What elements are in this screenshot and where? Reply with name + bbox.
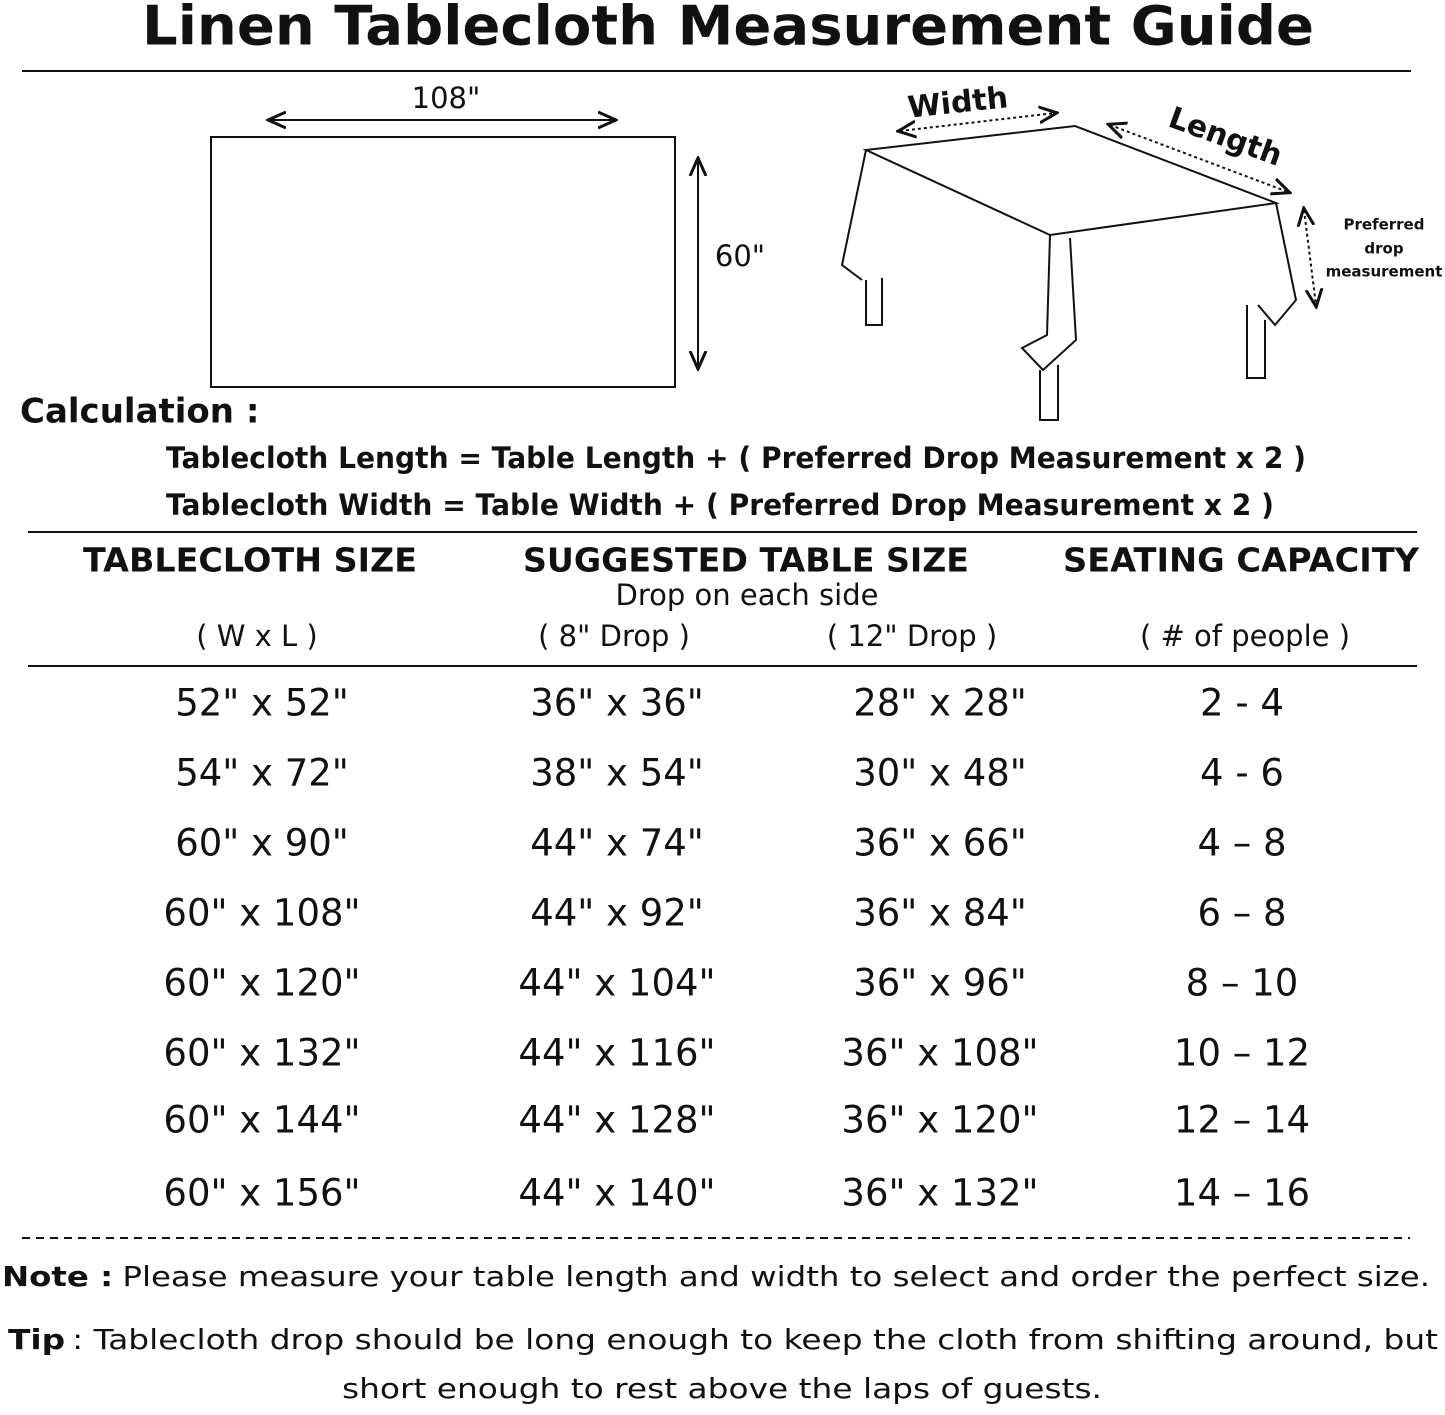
table-cell: 52" x 52" [175, 682, 349, 725]
table-cell: 38" x 54" [530, 752, 704, 795]
flat-height-label: 60" [715, 239, 765, 273]
table-width-label: Width [906, 80, 1010, 125]
table-cell: 44" x 140" [518, 1172, 715, 1215]
flat-width-label: 108" [412, 81, 481, 115]
table-cell: 44" x 92" [530, 892, 704, 935]
table-cell: 36" x 120" [841, 1099, 1038, 1142]
table-cell: 6 – 8 [1197, 892, 1286, 935]
table-cell: 36" x 36" [530, 682, 704, 725]
formula: Tablecloth Width = Table Width + ( Prefe… [166, 488, 1274, 522]
drop-label: drop [1364, 240, 1403, 258]
table-body: 52" x 52" 36" x 36" 28" x 28" 2 - 4 54" x 72… [163, 682, 1310, 1215]
table-cell: 60" x 132" [163, 1032, 360, 1075]
table-cell: 60" x 156" [163, 1172, 360, 1215]
table-cell: 8 – 10 [1186, 962, 1299, 1005]
table-cell: 12 – 14 [1174, 1099, 1310, 1142]
table-cell: 36" x 96" [853, 962, 1027, 1005]
subheader: ( 12" Drop ) [827, 619, 997, 653]
flat-cloth [210, 136, 676, 388]
drop-label: Preferred [1344, 216, 1425, 234]
table-cell: 36" x 84" [853, 892, 1027, 935]
table-cell: 36" x 132" [841, 1172, 1038, 1215]
formula: Tablecloth Length = Table Length + ( Pre… [166, 441, 1306, 475]
table-cell: 2 - 4 [1200, 682, 1284, 725]
calc-heading: Calculation : [20, 392, 259, 432]
column-header: SUGGESTED TABLE SIZE [523, 541, 969, 580]
table-sketch [840, 113, 1316, 421]
title: Linen Tablecloth Measurement Guide [142, 0, 1314, 58]
subheader: ( # of people ) [1140, 619, 1350, 653]
tip-text: : Tablecloth drop should be long enough … [72, 1323, 1438, 1356]
table-cell: 36" x 108" [841, 1032, 1038, 1075]
tip: Tip: Tablecloth drop should be long enou… [8, 1323, 1438, 1356]
subheader: ( W x L ) [196, 619, 318, 653]
table-cell: 60" x 120" [163, 962, 360, 1005]
table-cell: 36" x 66" [853, 822, 1027, 865]
table-cell: 4 - 6 [1200, 752, 1284, 795]
table-cell: 10 – 12 [1174, 1032, 1310, 1075]
drop-label: measurement [1326, 263, 1443, 281]
subheader: ( 8" Drop ) [538, 619, 690, 653]
table-cell: 60" x 108" [163, 892, 360, 935]
table-cell: 44" x 104" [518, 962, 715, 1005]
table-cell: 14 – 16 [1174, 1172, 1310, 1215]
note: Note : Please measure your table length a… [2, 1260, 1430, 1293]
tip-label: Tip [8, 1323, 65, 1356]
table-cell: 44" x 128" [518, 1099, 715, 1142]
table-cell: 30" x 48" [853, 752, 1027, 795]
note-label: Note : [2, 1260, 113, 1293]
column-header: SEATING CAPACITY [1063, 541, 1420, 580]
table-cell: 44" x 116" [518, 1032, 715, 1075]
table-cell: 60" x 90" [175, 822, 349, 865]
note-text: Please measure your table length and wid… [122, 1260, 1430, 1293]
column-header: TABLECLOTH SIZE [83, 541, 417, 580]
drop-caption: Drop on each side [616, 578, 879, 612]
table-cell: 28" x 28" [853, 682, 1027, 725]
table-length-label: Length [1164, 100, 1287, 173]
table-cell: 54" x 72" [175, 752, 349, 795]
table-cell: 4 – 8 [1197, 822, 1286, 865]
tip-text: short enough to rest above the laps of g… [342, 1372, 1102, 1405]
table-cell: 44" x 74" [530, 822, 704, 865]
table-cell: 60" x 144" [163, 1099, 360, 1142]
